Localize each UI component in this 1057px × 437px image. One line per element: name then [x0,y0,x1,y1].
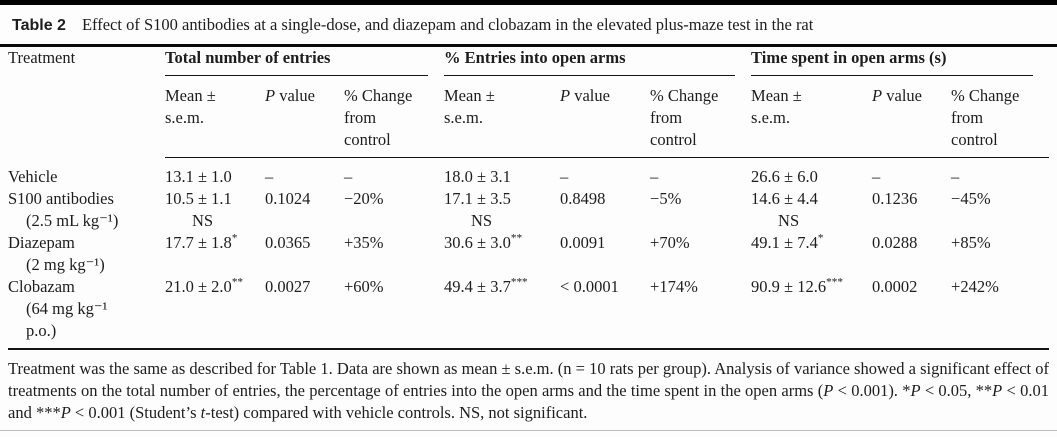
top-divider [0,0,1057,5]
table-row-diazepam: Diazepam (2 mg kg⁻¹) 17.7 ± 1.8* 0.0365 … [8,232,1049,276]
cell-mean: 49.4 ± 3.7*** [444,276,561,350]
treatment-name: Diazepam (2 mg kg⁻¹) [8,233,105,274]
cell-change: +85% [951,233,991,252]
column-header-pvalue-1: P value [265,76,344,158]
table-row-vehicle: Vehicle 13.1 ± 1.0 – – 18.0 ± 3.1 – – 26… [8,158,1049,189]
cell-p-value: 0.0365 [265,233,311,252]
cell-p-value: 0.0027 [265,276,344,350]
column-header-pvalue-2: P value [560,76,651,158]
cell-p-value: 0.0091 [560,233,606,252]
column-header-change-1: % Change from control [344,76,445,158]
cell-p-value: – [872,167,881,186]
cell-change: −20% [344,189,384,208]
table-row-s100: S100 antibodies (2.5 mL kg⁻¹) 10.5 ± 1.1… [8,188,1049,232]
caption-rule [0,44,1057,47]
cell-p-value: < 0.0001 [560,276,651,350]
cell-change: +242% [951,276,1050,350]
group-header-total-entries: Total number of entries [165,47,444,76]
cell-change: +60% [344,276,445,350]
cell-mean: 49.1 ± 7.4* [751,232,824,252]
cell-p-value: 0.0002 [872,276,952,350]
column-header-mean-3: Mean ± s.e.m. [751,76,873,158]
column-header-pvalue-3: P value [872,76,952,158]
cell-mean: 17.7 ± 1.8* [165,232,238,252]
column-header-treatment: Treatment [8,48,76,67]
cell-mean: 13.1 ± 1.0 [165,167,232,186]
sub-header-row: Mean ± s.e.m. P value % Change from cont… [8,76,1050,158]
treatment-name: S100 antibodies (2.5 mL kg⁻¹) [8,189,119,230]
cell-p-value: – [265,167,274,186]
cell-p-value: 0.1236 [872,189,918,208]
treatment-name: Clobazam (64 mg kg⁻¹ p.o.) [8,276,165,350]
cell-change: +35% [344,233,384,252]
cell-p-value: 0.0288 [872,233,918,252]
cell-change: – [344,167,353,186]
treatment-name: Vehicle [8,166,58,186]
bottom-divider [0,430,1057,431]
table-footnote: Treatment was the same as described for … [8,359,1049,422]
cell-change: −5% [650,189,682,208]
group-header-row: Treatment Total number of entries % Entr… [8,47,1049,76]
column-header-mean-1: Mean ± s.e.m. [165,76,265,158]
results-table: Treatment Total number of entries % Entr… [8,47,1050,350]
column-header-mean-2: Mean ± s.e.m. [444,76,561,158]
cell-mean: 26.6 ± 6.0 [751,167,818,186]
table-row-clobazam: Clobazam (64 mg kg⁻¹ p.o.) 21.0 ± 2.0** … [8,276,1050,350]
cell-change: +70% [650,233,690,252]
group-header-pct-entries: % Entries into open arms [444,47,751,76]
cell-p-value: 0.8498 [560,189,606,208]
cell-mean: 30.6 ± 3.0** [444,232,523,252]
cell-mean: 90.9 ± 12.6*** [751,276,873,350]
cell-change: – [650,167,659,186]
cell-mean: 10.5 ± 1.1 NS [165,189,232,230]
cell-mean: 18.0 ± 3.1 [444,167,511,186]
cell-change: +174% [650,276,752,350]
table-caption-text: Effect of S100 antibodies at a single-do… [81,15,814,34]
cell-mean: 17.1 ± 3.5 NS [444,189,511,230]
column-header-change-3: % Change from control [951,76,1050,158]
cell-p-value: 0.1024 [265,189,311,208]
cell-p-value: – [560,167,569,186]
cell-mean: 21.0 ± 2.0** [165,276,265,350]
cell-mean: 14.6 ± 4.4 NS [751,189,818,230]
cell-change: −45% [951,189,991,208]
cell-change: – [951,167,960,186]
group-header-time-open: Time spent in open arms (s) [751,47,1049,76]
column-header-change-2: % Change from control [650,76,752,158]
table-number-label: Table 2 [12,17,66,34]
table-caption: Table 2 Effect of S100 antibodies at a si… [0,5,1057,44]
